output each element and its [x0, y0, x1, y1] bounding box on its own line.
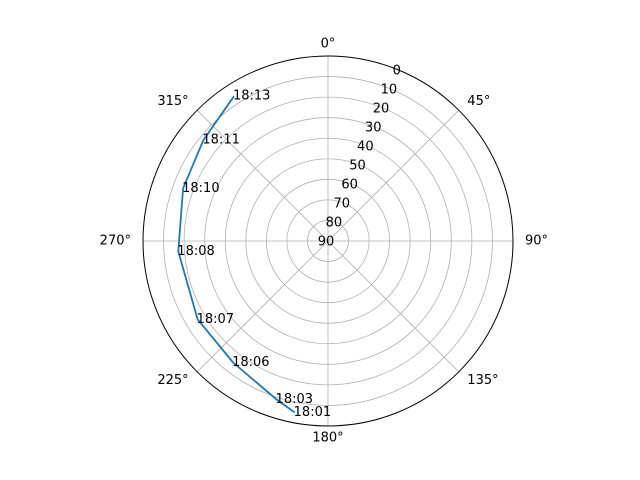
- point-time-label: 18:01: [294, 405, 331, 420]
- theta-tick-label: 180°: [312, 431, 343, 446]
- r-tick-label: 20: [373, 102, 390, 117]
- point-time-label: 18:10: [182, 181, 219, 196]
- theta-tick-label: 0°: [321, 37, 336, 52]
- angular-gridline: [327, 109, 460, 242]
- point-time-label: 18:07: [197, 312, 234, 327]
- point-time-label: 18:11: [202, 133, 239, 148]
- theta-tick-label: 45°: [467, 94, 490, 109]
- theta-tick-label: 135°: [467, 373, 498, 388]
- r-tick-label: 0: [393, 64, 401, 79]
- r-tick-label: 40: [357, 140, 374, 155]
- r-tick-label: 30: [365, 121, 382, 136]
- grid-layer: [142, 55, 514, 427]
- theta-tick-label: 90°: [525, 234, 548, 249]
- theta-tick-label: 315°: [157, 94, 188, 109]
- series-layer: [177, 95, 296, 414]
- r-tick-label: 70: [333, 197, 350, 212]
- angular-gridline: [196, 109, 329, 242]
- theta-tick-label: 225°: [157, 373, 188, 388]
- angular-gridline: [196, 240, 329, 373]
- polar-frame: [142, 55, 514, 427]
- theta-tick-label: 270°: [100, 234, 131, 249]
- r-tick-label: 10: [381, 83, 398, 98]
- r-tick-label: 80: [326, 216, 343, 231]
- series-line: [177, 95, 296, 414]
- r-tick-label: 90: [318, 235, 335, 250]
- r-tick-label: 50: [349, 159, 366, 174]
- point-time-label: 18:08: [177, 244, 214, 259]
- point-time-label: 18:13: [233, 89, 270, 104]
- point-time-label: 18:03: [276, 392, 313, 407]
- tick-layer: 0° 45° 90° 135° 180° 225° 270° 315° 0 10 20 30 40 50 6…: [100, 37, 548, 446]
- r-tick-label: 60: [341, 178, 358, 193]
- angular-gridline: [327, 240, 460, 373]
- point-time-label: 18:06: [232, 355, 269, 370]
